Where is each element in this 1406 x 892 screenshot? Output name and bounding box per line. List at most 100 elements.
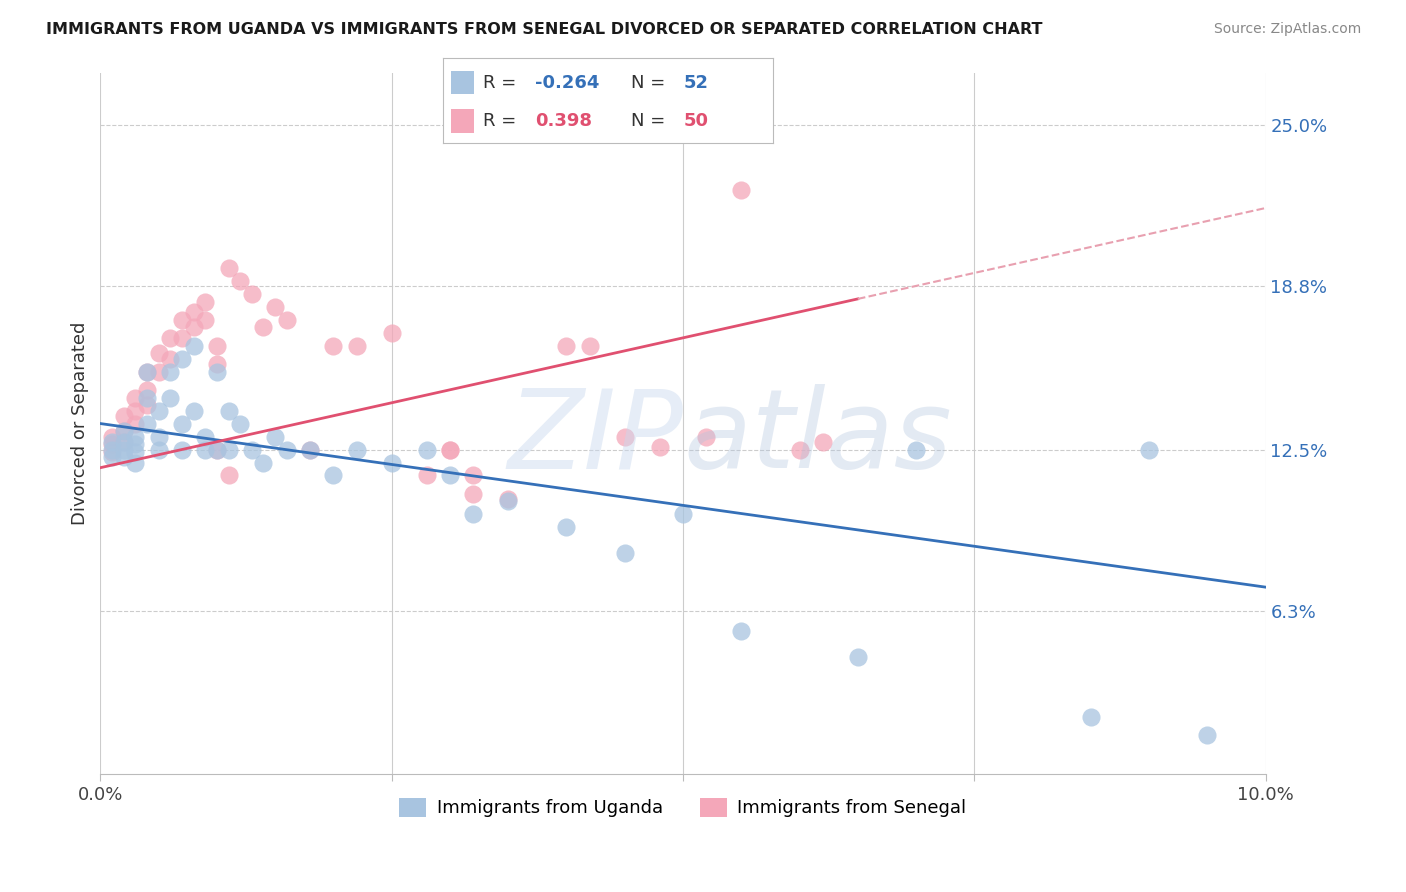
Text: R =: R = [482, 112, 527, 129]
Point [124, 429, 146, 443]
Point [496, 494, 519, 508]
Point [811, 434, 834, 449]
Text: N =: N = [631, 112, 671, 129]
Text: R =: R = [482, 73, 522, 92]
Point [240, 286, 263, 301]
Point [183, 305, 205, 319]
Point [124, 445, 146, 459]
Point [101, 437, 124, 451]
Point [170, 351, 193, 366]
Point [648, 440, 671, 454]
Y-axis label: Divorced or Separated: Divorced or Separated [72, 322, 89, 525]
Point [1197, 728, 1219, 742]
Point [112, 450, 135, 465]
Point [136, 391, 159, 405]
Point [101, 445, 124, 459]
Point [252, 320, 274, 334]
Point [205, 338, 228, 352]
Point [905, 442, 928, 457]
Bar [451, 70, 474, 95]
Point [789, 442, 811, 457]
Point [218, 260, 240, 275]
Point [439, 468, 461, 483]
Point [159, 331, 181, 345]
Point [136, 365, 159, 379]
Point [240, 442, 263, 457]
Text: IMMIGRANTS FROM UGANDA VS IMMIGRANTS FROM SENEGAL DIVORCED OR SEPARATED CORRELAT: IMMIGRANTS FROM UGANDA VS IMMIGRANTS FRO… [46, 22, 1043, 37]
Point [381, 326, 404, 340]
Point [170, 442, 193, 457]
Point [846, 650, 869, 665]
Point [170, 331, 193, 345]
Point [299, 442, 322, 457]
Point [672, 508, 695, 522]
Point [578, 338, 600, 352]
Point [695, 429, 717, 443]
Point [276, 312, 298, 326]
Point [346, 442, 368, 457]
Point [381, 456, 404, 470]
Text: ZIP: ZIP [508, 384, 683, 491]
Point [124, 456, 146, 470]
Point [112, 425, 135, 439]
Text: Source: ZipAtlas.com: Source: ZipAtlas.com [1213, 22, 1361, 37]
Point [112, 434, 135, 449]
Point [194, 429, 217, 443]
Point [264, 300, 287, 314]
Point [555, 520, 578, 534]
Point [613, 546, 636, 560]
Point [124, 437, 146, 451]
Text: 52: 52 [685, 73, 709, 92]
Point [101, 434, 124, 449]
Point [148, 442, 170, 457]
Point [1137, 442, 1160, 457]
Point [159, 391, 181, 405]
Point [170, 417, 193, 431]
Point [136, 417, 159, 431]
Point [183, 320, 205, 334]
Point [264, 429, 287, 443]
Point [194, 294, 217, 309]
Legend: Immigrants from Uganda, Immigrants from Senegal: Immigrants from Uganda, Immigrants from … [392, 791, 974, 825]
Point [101, 442, 124, 457]
Point [112, 409, 135, 423]
Point [148, 346, 170, 360]
Point [112, 434, 135, 449]
Point [205, 442, 228, 457]
Point [205, 357, 228, 371]
Point [124, 391, 146, 405]
Point [205, 442, 228, 457]
Point [439, 442, 461, 457]
Point [170, 312, 193, 326]
Point [1080, 710, 1102, 724]
Point [136, 365, 159, 379]
Point [112, 442, 135, 457]
Text: N =: N = [631, 73, 671, 92]
Point [159, 351, 181, 366]
Point [439, 442, 461, 457]
Point [229, 417, 252, 431]
Point [322, 468, 344, 483]
Point [194, 442, 217, 457]
Text: 50: 50 [685, 112, 709, 129]
Point [229, 274, 252, 288]
Point [124, 417, 146, 431]
Point [276, 442, 298, 457]
Text: 0.398: 0.398 [536, 112, 592, 129]
Point [136, 398, 159, 412]
Point [101, 429, 124, 443]
Point [463, 486, 485, 500]
Point [205, 365, 228, 379]
Point [463, 468, 485, 483]
Point [463, 508, 485, 522]
Point [183, 338, 205, 352]
Point [613, 429, 636, 443]
Point [218, 403, 240, 417]
Point [183, 403, 205, 417]
Point [415, 442, 437, 457]
Bar [451, 109, 474, 133]
Point [730, 183, 752, 197]
Point [136, 383, 159, 397]
Point [124, 403, 146, 417]
Point [415, 468, 437, 483]
